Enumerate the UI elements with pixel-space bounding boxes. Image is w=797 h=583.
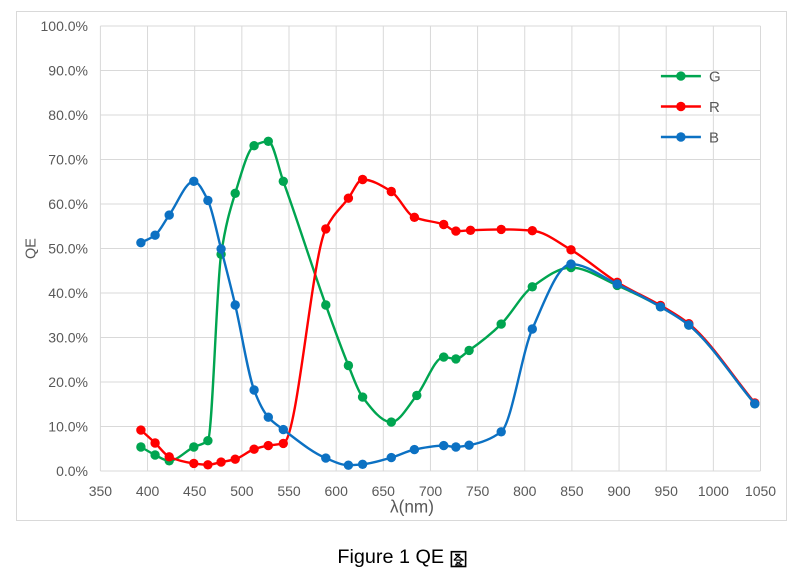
svg-text:50.0%: 50.0% [48, 241, 88, 257]
svg-text:30.0%: 30.0% [48, 330, 88, 346]
svg-text:350: 350 [89, 483, 113, 499]
svg-text:750: 750 [466, 483, 490, 499]
svg-text:λ(nm): λ(nm) [390, 497, 434, 517]
svg-text:80.0%: 80.0% [48, 107, 88, 123]
svg-text:70.0%: 70.0% [48, 152, 88, 168]
svg-text:1000: 1000 [698, 483, 729, 499]
svg-text:500: 500 [230, 483, 254, 499]
svg-text:800: 800 [513, 483, 537, 499]
svg-text:B: B [709, 129, 719, 146]
svg-text:400: 400 [136, 483, 160, 499]
svg-text:10.0%: 10.0% [48, 419, 88, 435]
svg-text:20.0%: 20.0% [48, 374, 88, 390]
svg-text:1050: 1050 [745, 483, 776, 499]
svg-text:450: 450 [183, 483, 207, 499]
svg-text:G: G [709, 69, 721, 86]
svg-text:60.0%: 60.0% [48, 196, 88, 212]
svg-text:650: 650 [372, 483, 396, 499]
svg-text:850: 850 [560, 483, 584, 499]
svg-text:0.0%: 0.0% [56, 463, 88, 479]
svg-text:700: 700 [419, 483, 443, 499]
svg-text:600: 600 [325, 483, 349, 499]
svg-text:90.0%: 90.0% [48, 63, 88, 79]
svg-text:900: 900 [607, 483, 631, 499]
svg-text:550: 550 [277, 483, 301, 499]
svg-text:100.0%: 100.0% [41, 18, 88, 34]
svg-text:40.0%: 40.0% [48, 285, 88, 301]
svg-text:950: 950 [655, 483, 679, 499]
svg-text:R: R [709, 99, 720, 116]
svg-text:QE: QE [24, 238, 40, 259]
